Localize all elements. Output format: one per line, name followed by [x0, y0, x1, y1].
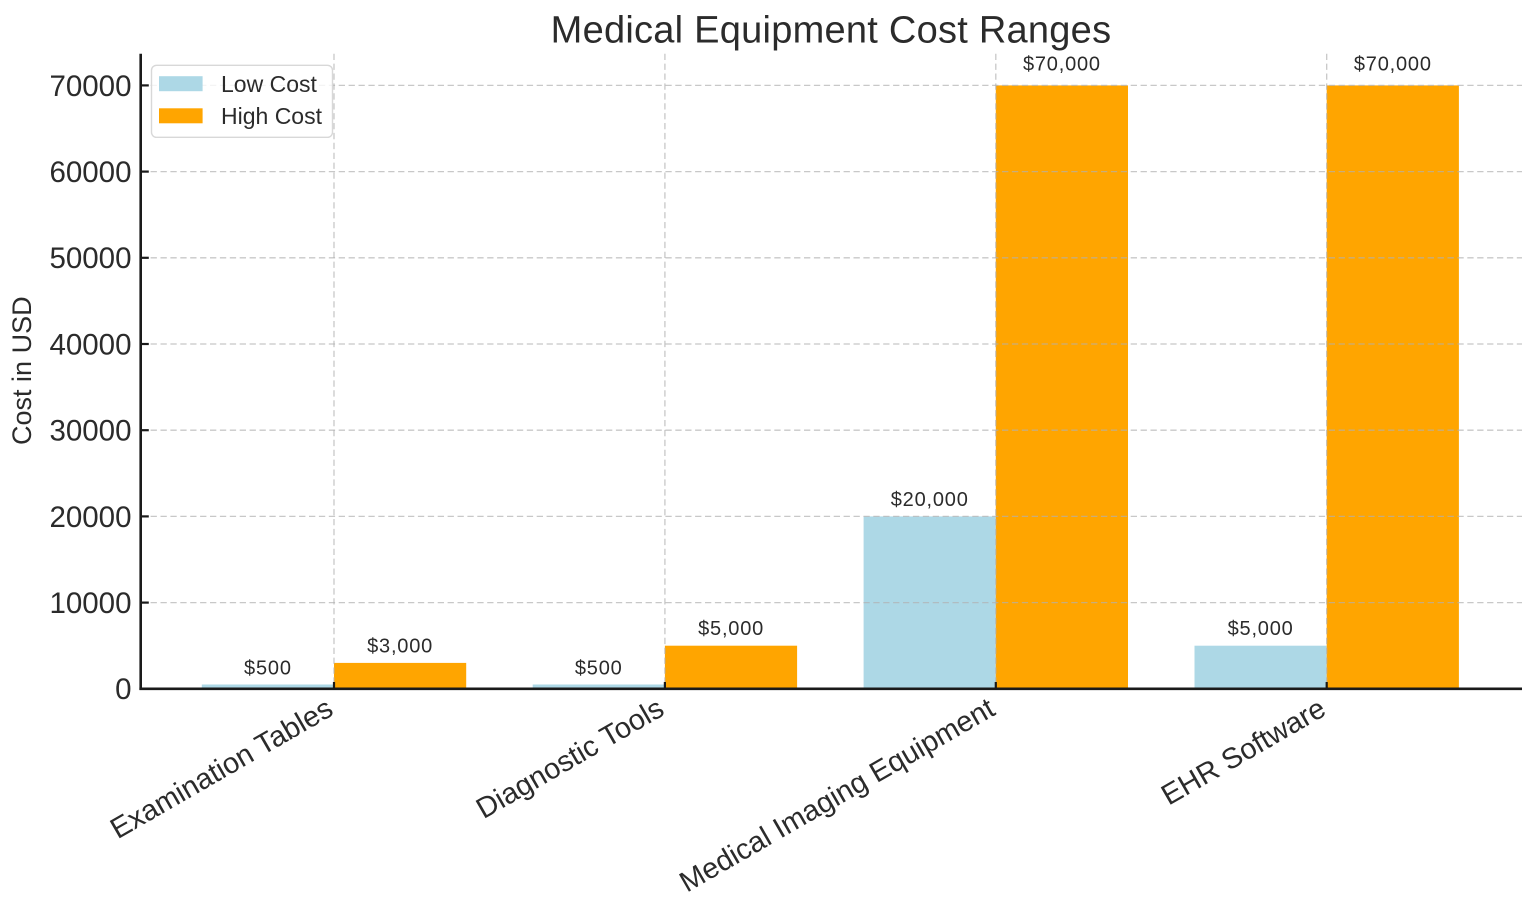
- svg-text:20000: 20000: [49, 501, 131, 534]
- svg-text:$20,000: $20,000: [891, 489, 969, 511]
- svg-text:$500: $500: [575, 658, 623, 680]
- svg-text:60000: 60000: [49, 156, 131, 189]
- svg-text:70000: 70000: [49, 70, 131, 103]
- svg-text:Cost in USD: Cost in USD: [7, 296, 37, 445]
- svg-text:0: 0: [115, 673, 131, 706]
- svg-text:50000: 50000: [49, 242, 131, 275]
- svg-text:$500: $500: [244, 658, 292, 680]
- svg-text:$3,000: $3,000: [367, 636, 433, 658]
- svg-text:$5,000: $5,000: [698, 618, 764, 640]
- svg-text:Low Cost: Low Cost: [221, 71, 317, 97]
- svg-text:10000: 10000: [49, 587, 131, 620]
- svg-text:Medical Equipment Cost Ranges: Medical Equipment Cost Ranges: [551, 10, 1112, 52]
- svg-text:$5,000: $5,000: [1228, 618, 1294, 640]
- svg-text:$70,000: $70,000: [1354, 54, 1432, 76]
- svg-text:High Cost: High Cost: [221, 103, 323, 129]
- svg-text:$70,000: $70,000: [1023, 54, 1101, 76]
- svg-text:40000: 40000: [49, 328, 131, 361]
- svg-text:30000: 30000: [49, 415, 131, 448]
